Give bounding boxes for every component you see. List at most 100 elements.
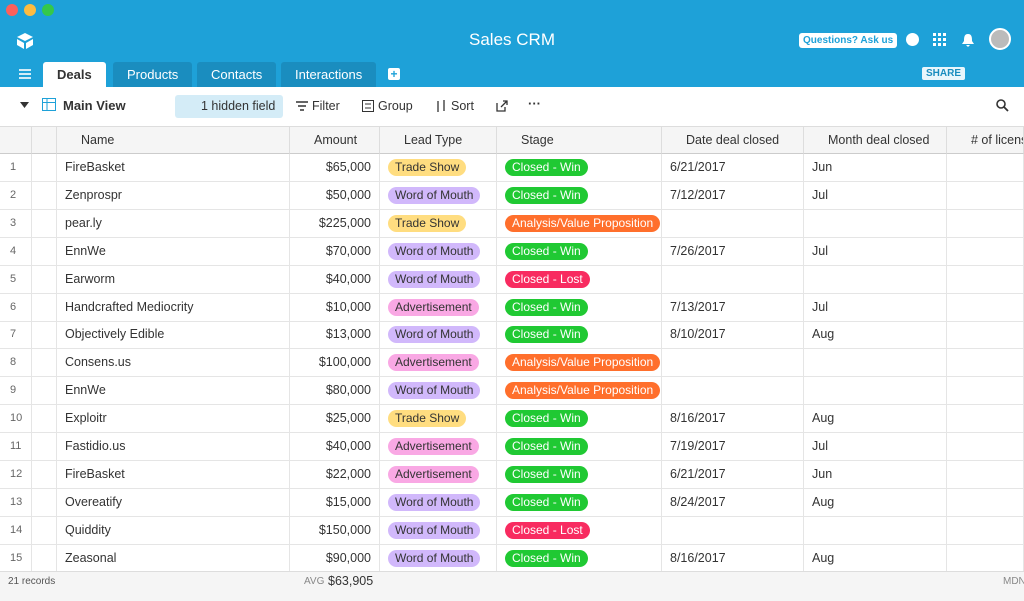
lead-type-cell: Word of Mouth bbox=[380, 488, 497, 517]
licenses-cell bbox=[947, 293, 1024, 322]
column-header[interactable]: Date deal closed bbox=[662, 127, 804, 154]
licenses-cell bbox=[947, 265, 1024, 294]
name-cell: Earworm bbox=[57, 265, 290, 294]
licenses-cell bbox=[947, 154, 1024, 182]
name-cell: Fastidio.us bbox=[57, 433, 290, 461]
minimize-button[interactable] bbox=[24, 4, 36, 16]
amount-cell: $225,000 bbox=[290, 209, 380, 238]
help-button[interactable]: Questions? Ask us bbox=[799, 33, 898, 48]
amount-cell: $100,000 bbox=[290, 349, 380, 378]
add-table-button[interactable]: + bbox=[388, 68, 400, 80]
lead-type-cell: Trade Show bbox=[380, 405, 497, 434]
group-button[interactable]: Group bbox=[378, 99, 413, 113]
licenses-cell bbox=[947, 544, 1024, 571]
name-cell: Consens.us bbox=[57, 349, 290, 378]
row-number: 14 bbox=[0, 516, 32, 545]
name-cell: Zeasonal bbox=[57, 544, 290, 571]
collapse-icon[interactable] bbox=[20, 102, 29, 108]
row-number: 12 bbox=[0, 460, 32, 489]
stage-cell: Closed - Win bbox=[497, 405, 662, 434]
date-cell bbox=[662, 516, 804, 545]
filter-icon bbox=[296, 101, 308, 111]
name-cell: FireBasket bbox=[57, 460, 290, 489]
row-spacer bbox=[32, 544, 57, 571]
share-view-icon[interactable] bbox=[496, 100, 508, 112]
name-cell: EnnWe bbox=[57, 377, 290, 406]
month-cell: Aug bbox=[804, 321, 947, 350]
help-icon[interactable] bbox=[906, 33, 919, 46]
header-cell bbox=[32, 127, 57, 154]
row-number: 10 bbox=[0, 405, 32, 434]
stage-tag: Closed - Win bbox=[505, 493, 588, 511]
lead-type-tag: Word of Mouth bbox=[388, 242, 481, 260]
month-cell: Aug bbox=[804, 488, 947, 517]
row-spacer bbox=[32, 154, 57, 182]
header-cell bbox=[0, 127, 32, 154]
table-tab[interactable]: Contacts bbox=[197, 62, 277, 87]
amount-cell: $90,000 bbox=[290, 544, 380, 571]
lead-type-cell: Advertisement bbox=[380, 293, 497, 322]
column-header[interactable]: Amount bbox=[290, 127, 380, 154]
name-cell: Objectively Edible bbox=[57, 321, 290, 350]
licenses-cell bbox=[947, 181, 1024, 210]
column-header[interactable]: Stage bbox=[497, 127, 662, 154]
month-cell: Aug bbox=[804, 544, 947, 571]
amount-cell: $15,000 bbox=[290, 488, 380, 517]
date-cell: 7/12/2017 bbox=[662, 181, 804, 210]
date-cell: 7/19/2017 bbox=[662, 433, 804, 461]
sort-icon bbox=[437, 100, 445, 112]
stage-cell: Closed - Lost bbox=[497, 265, 662, 294]
table-tab[interactable]: Deals bbox=[43, 62, 106, 87]
date-cell: 8/16/2017 bbox=[662, 405, 804, 434]
column-header[interactable]: Month deal closed bbox=[804, 127, 947, 154]
filter-button[interactable]: Filter bbox=[312, 99, 340, 113]
close-button[interactable] bbox=[6, 4, 18, 16]
lead-type-cell: Word of Mouth bbox=[380, 516, 497, 545]
date-cell: 8/24/2017 bbox=[662, 488, 804, 517]
lead-type-tag: Word of Mouth bbox=[388, 521, 481, 539]
stage-cell: Closed - Win bbox=[497, 321, 662, 350]
view-name[interactable]: Main View bbox=[63, 98, 126, 113]
lead-type-tag: Advertisement bbox=[388, 354, 479, 372]
avatar[interactable] bbox=[989, 28, 1011, 50]
stage-cell: Closed - Lost bbox=[497, 516, 662, 545]
apps-icon[interactable] bbox=[933, 33, 946, 46]
search-icon[interactable] bbox=[996, 99, 1009, 112]
stage-tag: Closed - Lost bbox=[505, 270, 590, 288]
amount-cell: $10,000 bbox=[290, 293, 380, 322]
amount-cell: $70,000 bbox=[290, 237, 380, 266]
row-number: 11 bbox=[0, 433, 32, 461]
lead-type-cell: Trade Show bbox=[380, 209, 497, 238]
hidden-fields-button[interactable]: 1 hidden field bbox=[175, 95, 284, 118]
stage-tag: Closed - Win bbox=[505, 465, 588, 483]
more-button[interactable]: ··· bbox=[528, 96, 541, 111]
avg-label: AVG bbox=[304, 576, 325, 587]
stage-cell: Closed - Win bbox=[497, 154, 662, 182]
base-title[interactable]: Sales CRM bbox=[469, 30, 555, 49]
stage-tag: Closed - Win bbox=[505, 410, 588, 428]
table-tab[interactable]: Products bbox=[113, 62, 193, 87]
name-cell: Zenprospr bbox=[57, 181, 290, 210]
date-cell: 6/21/2017 bbox=[662, 154, 804, 182]
table-tab[interactable]: Interactions bbox=[281, 62, 377, 87]
licenses-cell bbox=[947, 209, 1024, 238]
lead-type-cell: Word of Mouth bbox=[380, 265, 497, 294]
month-cell: Jun bbox=[804, 460, 947, 489]
lead-type-tag: Advertisement bbox=[388, 438, 479, 455]
zoom-button[interactable] bbox=[42, 4, 54, 16]
column-header[interactable]: Lead Type bbox=[380, 127, 497, 154]
row-number: 5 bbox=[0, 265, 32, 294]
logo[interactable] bbox=[15, 32, 35, 50]
column-header[interactable]: # of licens bbox=[947, 127, 1024, 154]
share-button[interactable]: SHARE bbox=[922, 67, 966, 80]
lead-type-cell: Word of Mouth bbox=[380, 321, 497, 350]
mdn-label: MDN bbox=[1003, 576, 1024, 587]
column-header[interactable]: Name bbox=[57, 127, 290, 154]
menu-icon[interactable] bbox=[19, 69, 31, 79]
notifications-icon[interactable] bbox=[962, 33, 974, 47]
date-cell: 6/21/2017 bbox=[662, 460, 804, 489]
lead-type-cell: Word of Mouth bbox=[380, 237, 497, 266]
sort-button[interactable]: Sort bbox=[451, 99, 474, 113]
date-cell: 7/26/2017 bbox=[662, 237, 804, 266]
amount-cell: $40,000 bbox=[290, 265, 380, 294]
